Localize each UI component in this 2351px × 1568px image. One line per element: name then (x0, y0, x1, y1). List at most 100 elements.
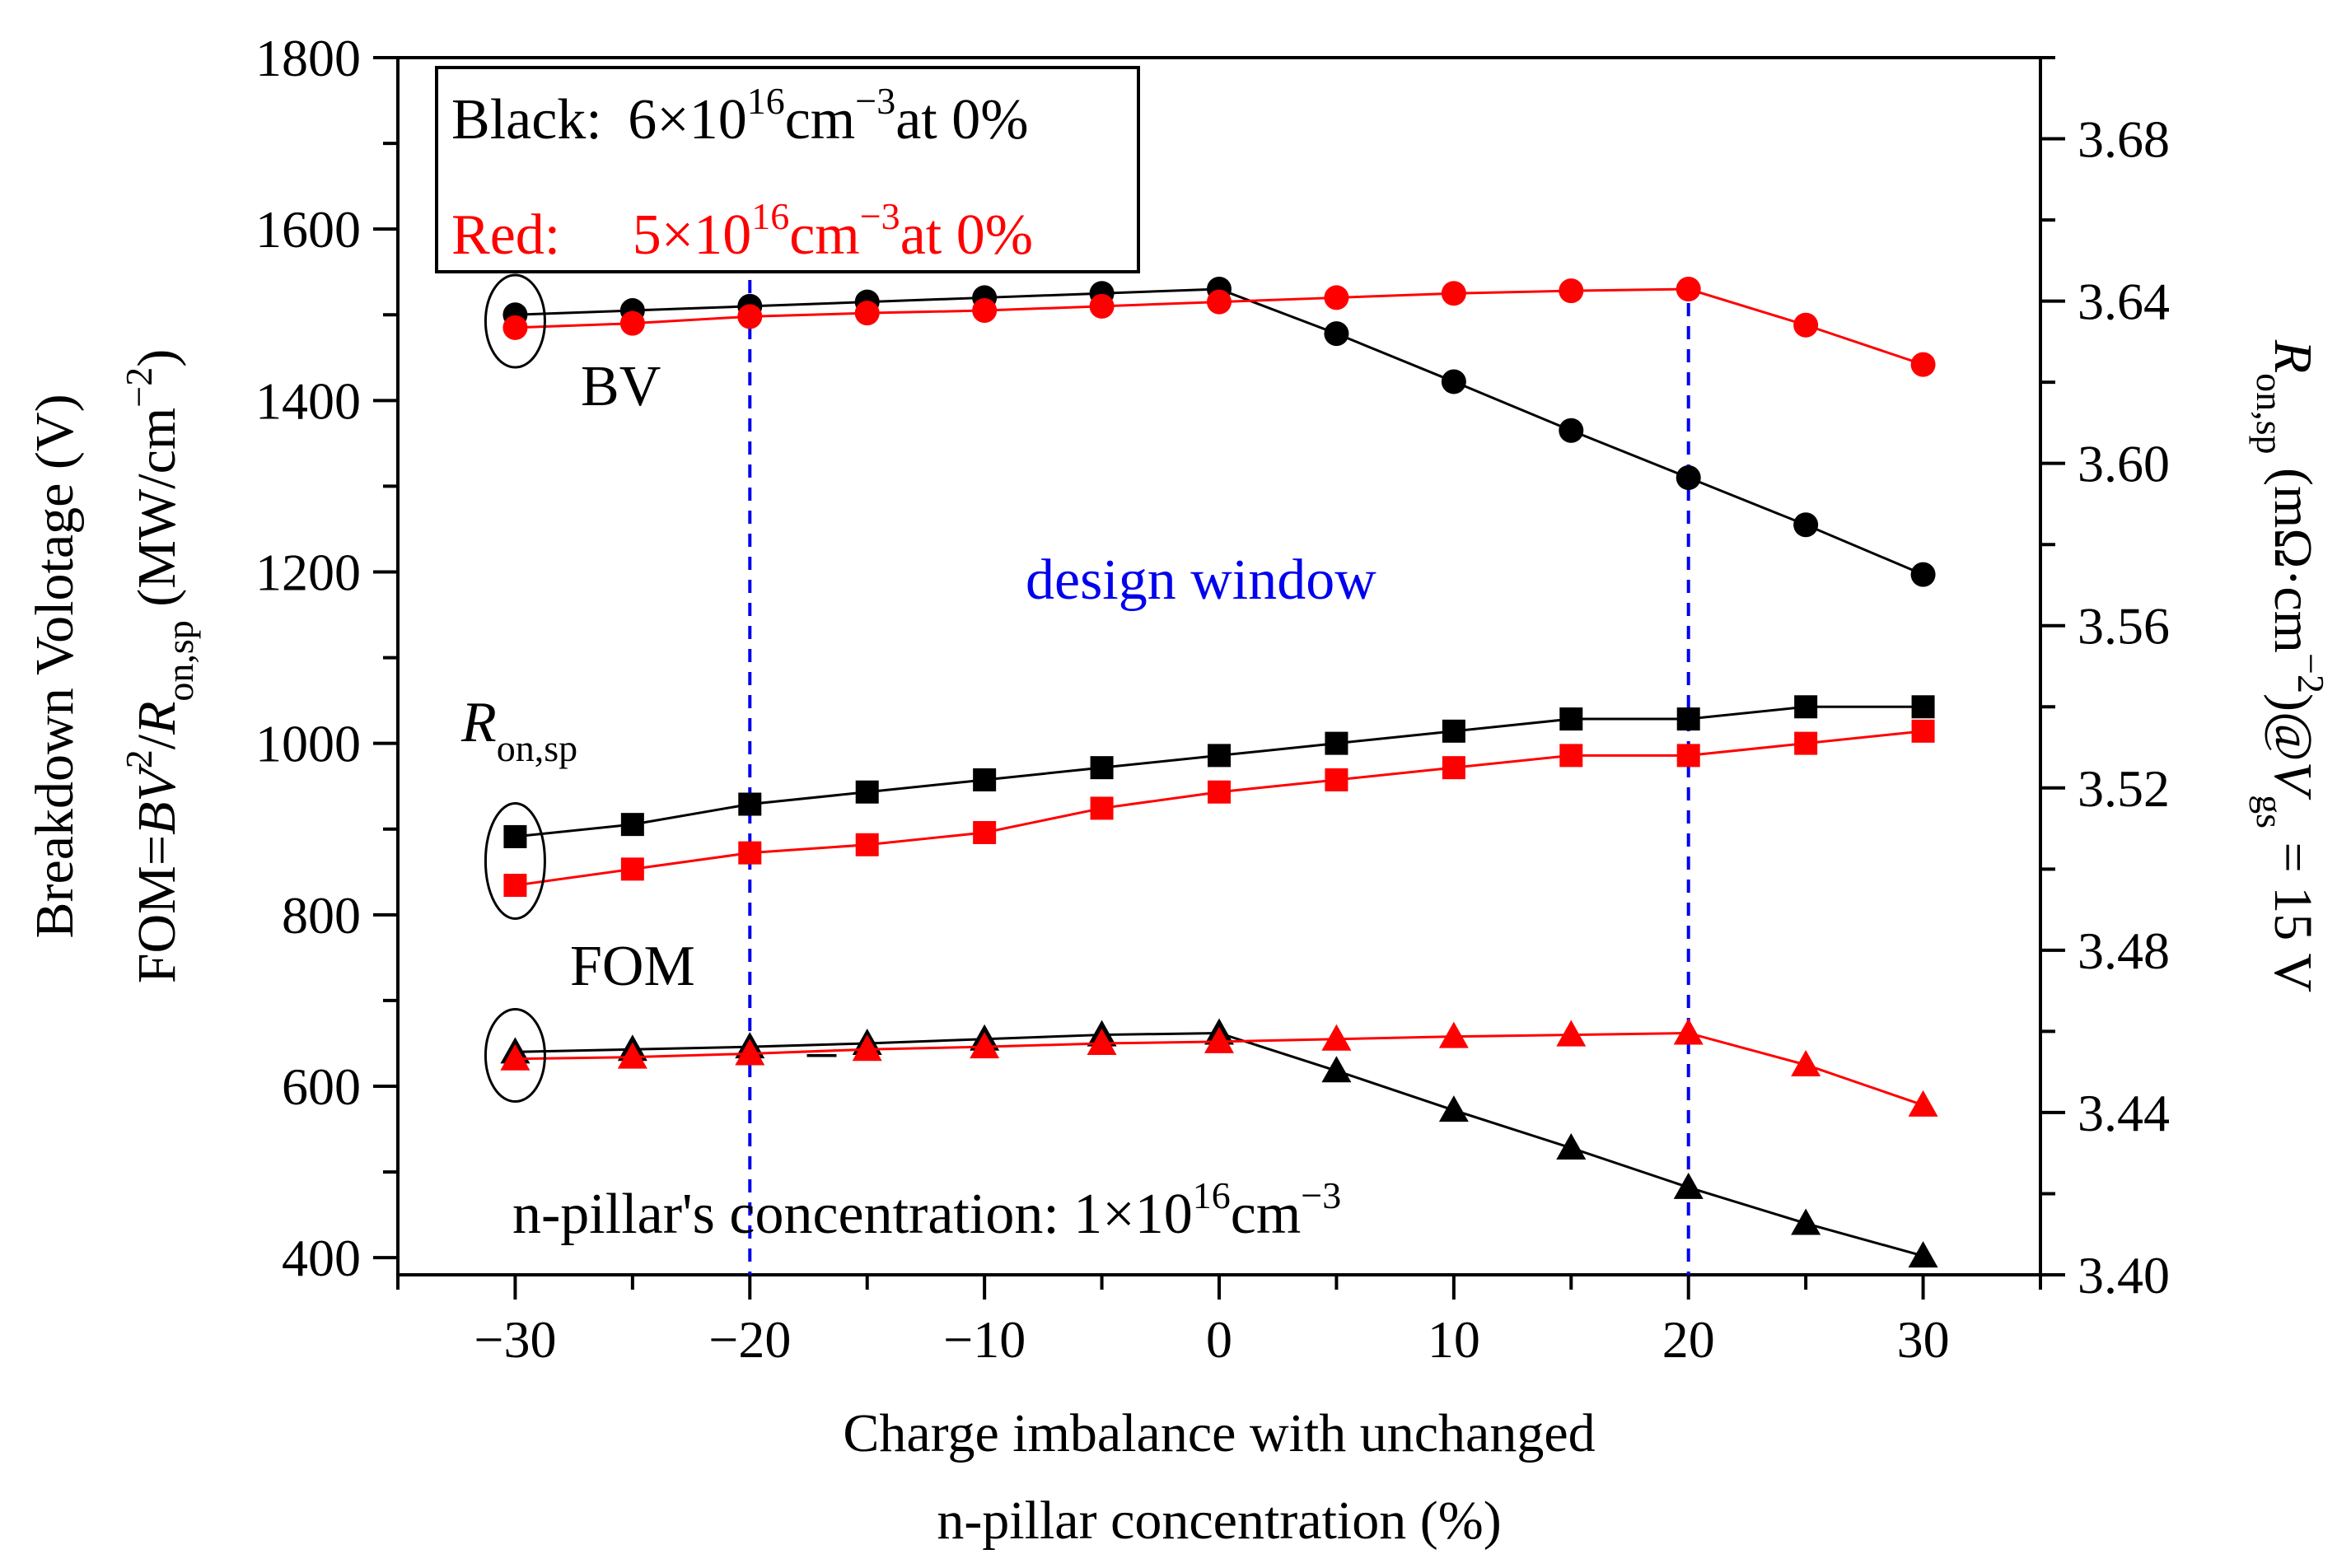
data-point-circle (1324, 321, 1349, 347)
legend-black-exp: 16 (747, 80, 785, 122)
y-left-tick-label: 1800 (255, 29, 361, 87)
data-point-square (1559, 744, 1583, 768)
y-left-axis-label-2: FOM=BV2/Ron,sp (MW/cm−2) (118, 349, 201, 983)
data-point-square (1676, 707, 1700, 731)
legend-red-value: 5×10 (633, 203, 751, 267)
data-point-triangle (617, 1042, 647, 1069)
data-point-triangle (1791, 1049, 1821, 1076)
legend-red-unit-exp: −3 (860, 195, 900, 237)
data-point-square (1090, 756, 1114, 780)
series-line (515, 287, 1924, 576)
data-series (500, 277, 1938, 1268)
y-left-label-bv: BV (127, 763, 187, 835)
x-tick-label: 30 (1897, 1310, 1950, 1369)
data-point-square (1794, 731, 1818, 755)
y-left-label-r: R (127, 702, 187, 735)
legend-black-value: 6×10 (628, 88, 746, 152)
data-point-triangle (1321, 1024, 1352, 1051)
legend-red-tail: at 0% (900, 203, 1033, 267)
data-point-triangle (852, 1034, 882, 1062)
data-point-triangle (1556, 1132, 1587, 1160)
y-left-label-rsub: on,sp (159, 620, 201, 701)
x-tick-label: −20 (708, 1310, 791, 1369)
data-point-circle (1793, 512, 1819, 538)
x-tick-label: 10 (1428, 1310, 1480, 1369)
data-point-square (1208, 744, 1231, 768)
data-point-square (1325, 731, 1348, 755)
legend-black-label: Black: (451, 88, 602, 152)
annotation-ron-sub: on,sp (497, 727, 577, 769)
data-point-square (503, 824, 527, 848)
data-point-circle (1559, 278, 1584, 304)
data-point-triangle (1673, 1172, 1704, 1199)
data-point-square (1911, 719, 1935, 743)
data-point-circle (1910, 352, 1936, 377)
y-right-label-vsub: gs (2249, 795, 2291, 828)
y-right-tick-label: 3.60 (2078, 435, 2170, 493)
legend-red-unit: cm (789, 203, 860, 267)
design-window-lines (748, 280, 1690, 1275)
y-right-tick-label: 3.68 (2078, 110, 2170, 169)
data-point-triangle (1791, 1208, 1821, 1235)
y-left-tick-label: 1400 (255, 371, 361, 430)
y-left-axis-label-1: Breakdown Volotage (V) (25, 394, 85, 938)
data-point-triangle (500, 1043, 530, 1071)
data-point-square (973, 768, 997, 791)
annotation-dash: – (806, 1019, 837, 1082)
y-right-label-r: R (2263, 339, 2323, 373)
y-right-label-v: V (2263, 762, 2323, 800)
data-point-square (1559, 707, 1583, 731)
annotation-bv: BV (581, 355, 661, 418)
y-right-tick-label: 3.44 (2078, 1084, 2170, 1142)
data-point-triangle (970, 1032, 1000, 1059)
annotation-npillar-unit-exp: −3 (1301, 1174, 1341, 1216)
x-tick-label: 0 (1206, 1310, 1232, 1369)
data-point-triangle (1908, 1241, 1938, 1268)
data-point-square (973, 820, 997, 844)
data-point-circle (1910, 562, 1936, 587)
data-point-square (1090, 796, 1114, 820)
x-axis-ticks: −30 −20 −10 0 10 20 30 (396, 1275, 2042, 1369)
data-point-square (1442, 719, 1465, 743)
y-right-tick-label: 3.52 (2078, 759, 2170, 818)
data-point-square (503, 874, 527, 898)
annotation-ron-r: R (460, 691, 497, 754)
legend-black: Black: 6×1016cm−3at 0% (451, 80, 1029, 152)
data-point-square (1208, 780, 1231, 804)
data-point-circle (1441, 281, 1466, 306)
legend-red-label: Red: (451, 203, 560, 267)
data-point-circle (1207, 289, 1232, 315)
x-tick-label: −10 (943, 1310, 1026, 1369)
y-left-label-close: ) (127, 349, 187, 367)
y-right-axis-ticks: 3.40 3.44 3.48 3.52 3.56 3.60 3.64 3.68 (2040, 56, 2170, 1304)
data-point-square (738, 792, 762, 816)
data-point-square (620, 813, 644, 837)
data-point-circle (1559, 418, 1584, 443)
data-point-triangle (735, 1038, 765, 1066)
data-point-circle (1676, 277, 1701, 302)
data-point-circle (1089, 293, 1115, 319)
y-left-tick-label: 1200 (255, 544, 361, 602)
data-point-square (1911, 695, 1935, 719)
y-left-label-sq: 2 (118, 749, 160, 768)
data-point-square (1794, 695, 1818, 719)
group-ellipses (484, 273, 546, 1104)
y-right-tick-label: 3.40 (2078, 1246, 2170, 1304)
y-right-label-tail: = 15 V (2263, 828, 2323, 992)
x-tick-label: 20 (1662, 1310, 1715, 1369)
x-axis-label-line2: n-pillar concentration (%) (937, 1491, 1501, 1551)
data-point-square (620, 857, 644, 881)
y-right-label-at: )@ (2263, 693, 2323, 762)
y-right-tick-label: 3.64 (2078, 273, 2170, 331)
data-point-circle (1324, 285, 1349, 310)
series-line (515, 705, 1923, 838)
data-point-triangle (1321, 1056, 1352, 1083)
y-left-tick-label: 400 (282, 1229, 361, 1287)
fom-group-ellipse (484, 1008, 546, 1104)
data-point-triangle (1556, 1020, 1587, 1047)
data-point-circle (619, 310, 645, 336)
legend-box (435, 66, 1140, 273)
annotation-fom: FOM (570, 935, 695, 998)
data-point-square (855, 780, 879, 804)
